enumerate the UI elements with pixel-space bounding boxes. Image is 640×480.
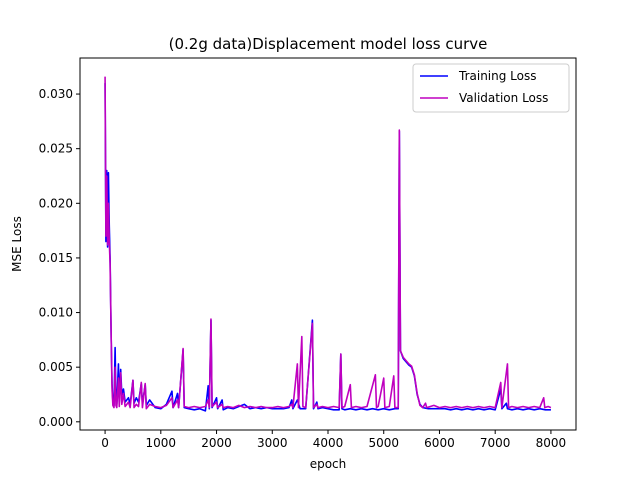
series-line-validation-loss [104,76,552,410]
chart-title: (0.2g data)Displacement model loss curve [169,35,488,53]
x-tick-label: 6000 [424,436,455,450]
x-tick-label: 4000 [313,436,344,450]
x-axis-ticks: 0 1000 2000 3000 4000 5000 6000 7000 8000 [101,430,566,450]
y-tick-label: 0.000 [39,415,73,429]
x-tick-label: 0 [101,436,109,450]
x-tick-label: 7000 [480,436,511,450]
x-tick-label: 8000 [536,436,567,450]
x-tick-label: 1000 [146,436,177,450]
legend: Training Loss Validation Loss [412,63,570,113]
legend-label-training-loss: Training Loss [458,69,536,83]
y-tick-label: 0.005 [39,360,73,374]
y-tick-label: 0.030 [39,87,73,101]
y-tick-label: 0.025 [39,142,73,156]
x-tick-label: 5000 [368,436,399,450]
x-axis-label: epoch [310,457,347,471]
plot-frame [79,57,577,431]
y-axis-ticks: 0.000 0.005 0.010 0.015 0.020 0.025 0.030 [39,87,80,429]
series-layer [104,76,552,412]
legend-label-validation-loss: Validation Loss [459,91,548,105]
y-tick-label: 0.010 [39,306,73,320]
legend-box [412,63,570,113]
x-tick-label: 3000 [257,436,288,450]
series-line-training-loss [104,83,551,412]
y-tick-label: 0.020 [39,196,73,210]
x-tick-label: 2000 [201,436,232,450]
y-axis-label: MSE Loss [10,216,24,272]
y-tick-label: 0.015 [39,251,73,265]
